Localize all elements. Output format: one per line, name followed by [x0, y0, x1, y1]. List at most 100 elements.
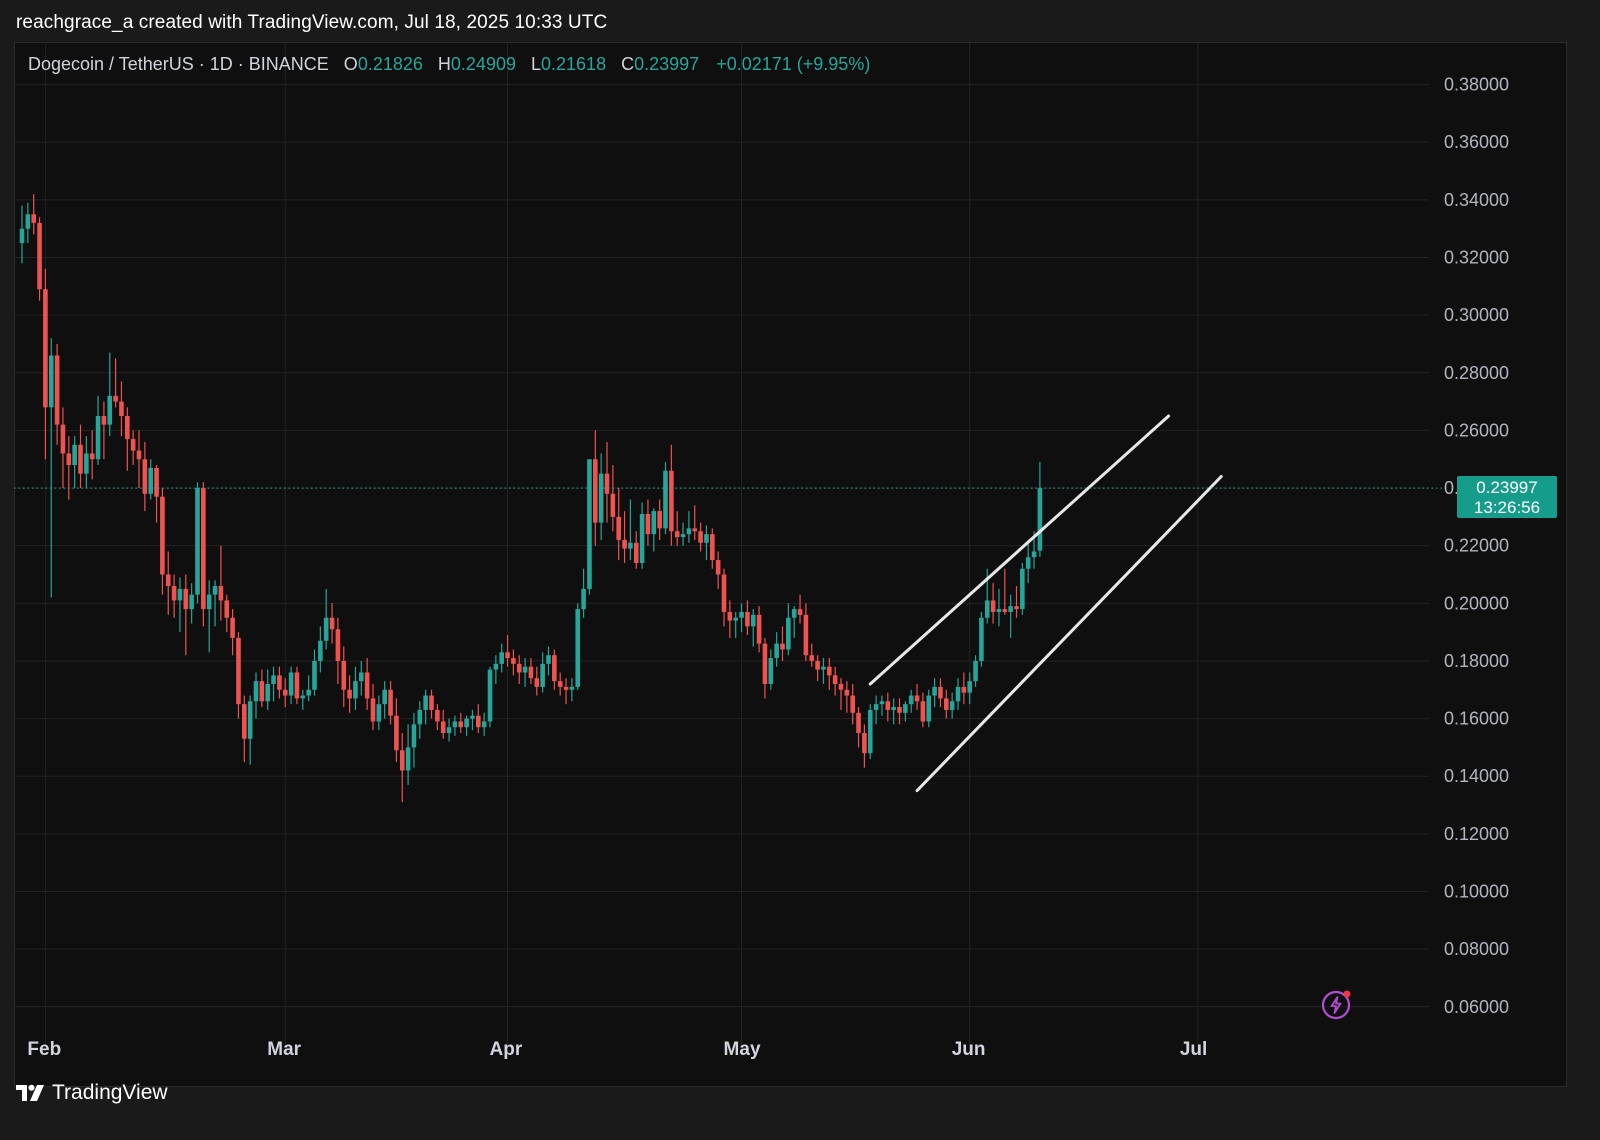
candle [89, 430, 95, 480]
candle [423, 689, 428, 725]
channel-line-upper [868, 414, 1171, 686]
candle-body [680, 534, 686, 538]
candle [733, 611, 738, 638]
candle-body [148, 467, 153, 494]
y-tick-label: 0.18000 [1444, 651, 1509, 671]
candle [511, 649, 516, 676]
candle-body [171, 586, 177, 601]
y-tick-label: 0.16000 [1444, 709, 1509, 729]
y-tick-label: 0.30000 [1444, 305, 1509, 325]
x-tick-label: Jul [1180, 1039, 1207, 1060]
y-tick-label: 0.22000 [1444, 536, 1509, 556]
candle [183, 574, 189, 656]
candle-body [557, 681, 563, 687]
candle [107, 352, 113, 437]
candle-body [1014, 606, 1019, 610]
candle [405, 724, 411, 785]
candle-body [493, 663, 499, 670]
candle [429, 689, 434, 719]
candle-body [651, 511, 657, 535]
candlestick-series [19, 194, 1043, 803]
candle [908, 689, 914, 713]
candle-body [37, 222, 42, 290]
candle-body [990, 600, 996, 612]
candle [312, 649, 317, 696]
candle-body [844, 689, 850, 696]
candle-body [984, 600, 990, 618]
candle [821, 658, 826, 685]
candle-body [212, 586, 218, 595]
candle-body [78, 444, 83, 474]
candle [762, 637, 768, 699]
y-tick-label: 0.06000 [1444, 997, 1509, 1017]
candle-body [832, 675, 838, 685]
candle-body [247, 701, 253, 739]
candle-body [84, 453, 89, 474]
y-axis-ticks: 0.38000 0.36000 0.34000 0.32000 0.30000 0.280… [1444, 75, 1509, 1017]
candle-body [727, 611, 733, 621]
candle [949, 692, 955, 719]
candle-body [218, 586, 224, 601]
y-tick-label: 0.20000 [1444, 593, 1509, 613]
footer-brand-text: TradingView [52, 1081, 168, 1104]
candle-body [160, 496, 165, 575]
candle [142, 441, 148, 512]
candle [961, 672, 967, 705]
candle-body [130, 439, 136, 451]
open-key: O [343, 54, 358, 74]
candle [341, 646, 347, 708]
candle-body [774, 643, 779, 659]
y-tick-label: 0.34000 [1444, 190, 1509, 210]
candle-body [341, 660, 347, 690]
candle [230, 609, 235, 656]
candle-body [470, 715, 475, 719]
candle-body [230, 617, 235, 638]
candle [458, 712, 464, 733]
candle-body [125, 415, 130, 440]
tradingview-logo[interactable]: TradingView [16, 1078, 168, 1108]
candle [587, 459, 592, 595]
candle [897, 698, 902, 725]
candle-body [862, 732, 867, 754]
candle [435, 704, 440, 731]
candle-body [610, 493, 616, 517]
candle-body [780, 643, 785, 650]
candle [318, 626, 323, 673]
change-value: +0.02171 (+9.95%) [716, 54, 871, 74]
bar-countdown: 13:26:56 [1473, 498, 1541, 517]
candle-body [926, 695, 932, 722]
candle [979, 611, 984, 667]
candle-body [879, 701, 885, 705]
candle [364, 658, 370, 710]
candle [271, 666, 276, 702]
candle [335, 617, 341, 685]
candle-body [499, 652, 504, 664]
candle [370, 684, 376, 731]
candle-body [353, 681, 358, 699]
candle-body [165, 574, 171, 587]
candle [604, 441, 610, 523]
candle-body [452, 721, 458, 728]
candle [201, 482, 206, 627]
price-chart[interactable]: 0.38000 0.36000 0.34000 0.32000 0.30000 0.280… [14, 42, 1567, 1087]
x-tick-label: Feb [27, 1039, 61, 1060]
candle-body [60, 424, 66, 454]
candle-body [873, 704, 879, 710]
open-value: 0.21826 [357, 54, 423, 74]
candle [452, 715, 458, 736]
candle-body [189, 594, 194, 610]
high-key: H [437, 54, 451, 74]
candle [563, 678, 569, 705]
candle [119, 381, 124, 437]
x-tick-label: May [724, 1039, 761, 1060]
chart-panel[interactable] [14, 42, 1567, 1087]
chart-caption: reachgrace_a created with TradingView.co… [16, 12, 608, 33]
candle-body [821, 666, 826, 670]
y-tick-label: 0.12000 [1444, 824, 1509, 844]
candle-body [686, 528, 692, 535]
candle [294, 666, 300, 705]
candle-body [961, 686, 967, 693]
lightning-bolt-icon[interactable] [1320, 988, 1352, 1020]
candle-body [704, 534, 709, 543]
candle [610, 464, 616, 532]
